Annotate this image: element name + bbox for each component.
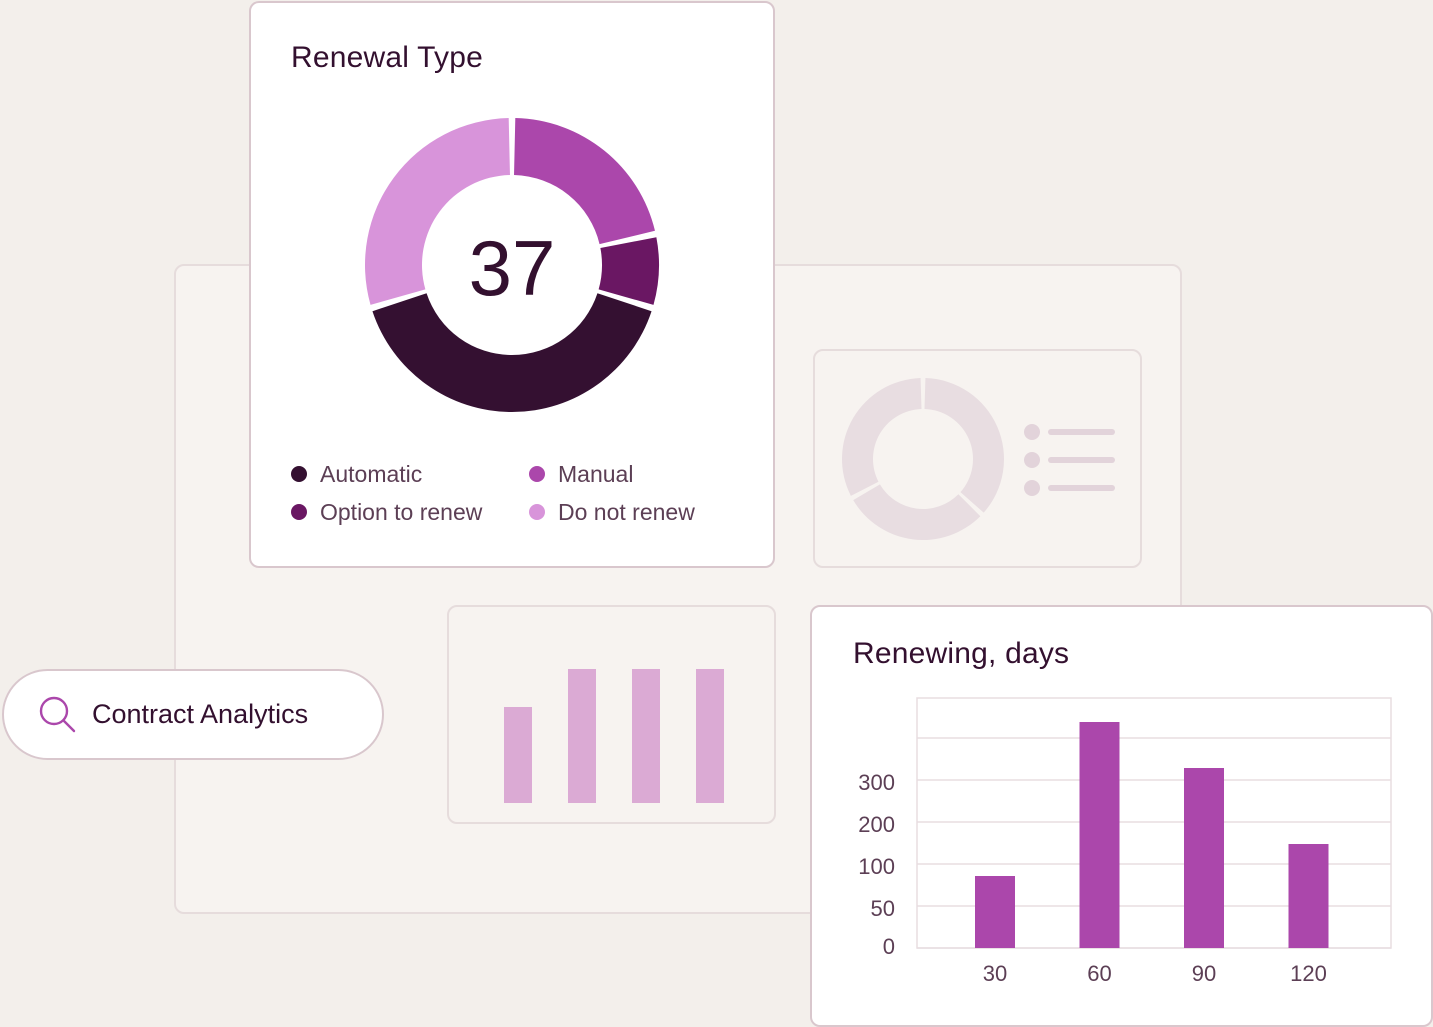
bar-90 <box>1184 768 1224 948</box>
legend-item-automatic: Automatic <box>291 460 529 487</box>
donut-slice-automatic <box>372 293 652 412</box>
donut-center-value: 37 <box>469 224 556 312</box>
renewal-type-donut: 37 <box>365 118 659 412</box>
donut-slice-manual <box>514 118 655 245</box>
renewal-type-legend: Automatic Manual Option to renew Do not … <box>291 460 751 525</box>
legend-item-do-not-renew: Do not renew <box>529 498 749 525</box>
x-tick-label: 60 <box>1087 961 1111 986</box>
bar-30 <box>975 876 1015 948</box>
x-tick-label: 30 <box>983 961 1007 986</box>
renewing-days-bar-chart: 0 50 100 200 300 30 60 90 120 <box>858 697 1392 986</box>
placeholder-donut-card <box>813 349 1142 568</box>
legend-swatch <box>291 504 307 520</box>
renewing-days-title: Renewing, days <box>853 637 1070 670</box>
contract-analytics-search[interactable]: Contract Analytics <box>2 669 384 760</box>
placeholder-donut-segment <box>853 484 981 540</box>
legend-swatch <box>291 466 307 482</box>
legend-label: Manual <box>558 460 634 487</box>
x-tick-label: 90 <box>1192 961 1216 986</box>
legend-item-manual: Manual <box>529 460 749 487</box>
y-tick-label: 200 <box>858 812 895 837</box>
search-label: Contract Analytics <box>92 699 309 729</box>
legend-item-option-to-renew: Option to renew <box>291 498 529 525</box>
legend-swatch <box>529 504 545 520</box>
placeholder-bar-card <box>447 605 776 824</box>
search-icon <box>38 695 78 735</box>
y-tick-label: 100 <box>858 854 895 879</box>
legend-label: Do not renew <box>558 498 695 525</box>
donut-slice-option-to-renew <box>598 237 659 305</box>
y-tick-label: 300 <box>858 770 895 795</box>
bar-60 <box>1079 722 1120 948</box>
legend-label: Option to renew <box>320 498 483 525</box>
x-tick-label: 120 <box>1290 961 1327 986</box>
y-tick-label: 0 <box>883 934 895 959</box>
placeholder-donut-graphic <box>842 378 1115 540</box>
renewal-type-title: Renewal Type <box>291 41 483 74</box>
renewing-days-card: Renewing, days 0 50 100 200 300 30 60 90 120 <box>810 605 1433 1027</box>
placeholder-bar-graphic <box>504 669 724 803</box>
donut-slice-do-not-renew <box>365 118 510 305</box>
legend-label: Automatic <box>320 460 423 487</box>
bar-120 <box>1288 844 1329 948</box>
legend-swatch <box>529 466 545 482</box>
placeholder-donut-segment <box>842 378 922 496</box>
y-tick-label: 50 <box>871 896 895 921</box>
placeholder-donut-segment <box>924 378 1004 513</box>
renewal-type-card: Renewal Type 37 Automatic Manual Option … <box>249 1 775 568</box>
placeholder-legend-lines <box>1024 424 1115 496</box>
